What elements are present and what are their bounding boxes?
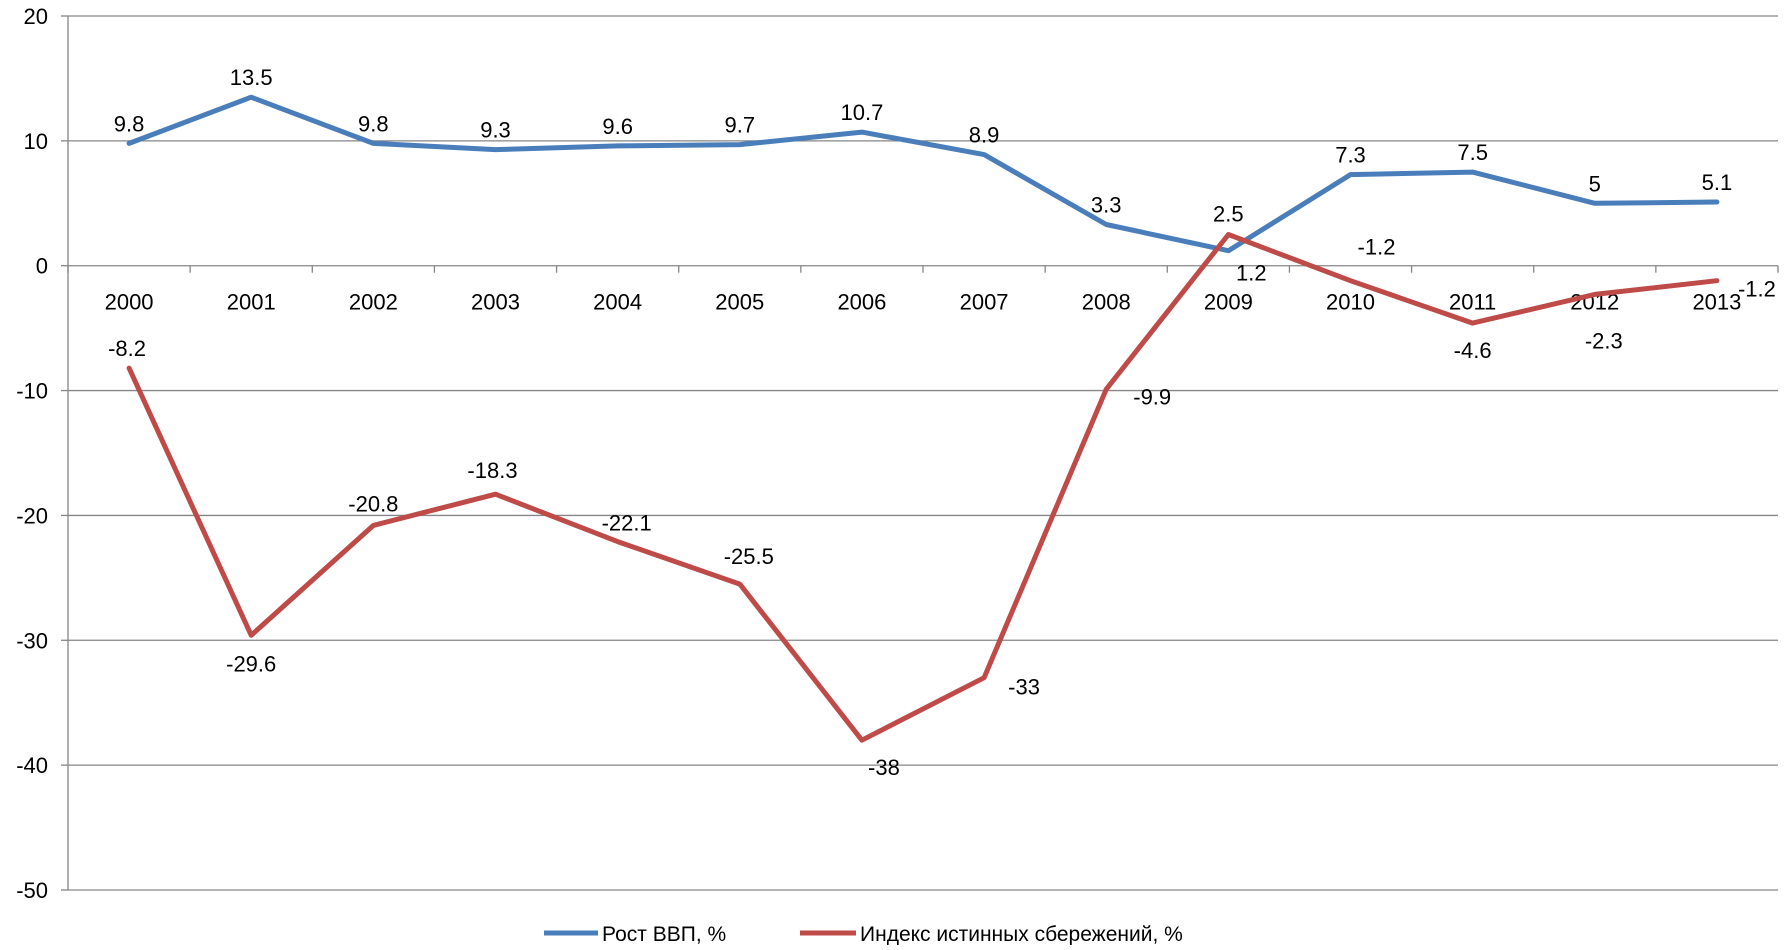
series-line-1 xyxy=(126,232,1720,743)
data-label-gdp: 7.5 xyxy=(1457,140,1488,165)
data-label-gdp: 1.2 xyxy=(1236,261,1267,286)
x-tick-label-2004: 2004 xyxy=(593,290,642,315)
data-label-savings: 2.5 xyxy=(1213,202,1244,227)
data-label-gdp: 9.8 xyxy=(114,111,145,136)
x-tick-label-2009: 2009 xyxy=(1204,290,1253,315)
x-tick-label-2002: 2002 xyxy=(349,290,398,315)
data-label-savings: -33 xyxy=(1008,675,1040,700)
gridlines xyxy=(68,15,1778,891)
legend-label: Рост ВВП, % xyxy=(602,923,726,945)
x-tick-label-2003: 2003 xyxy=(471,290,520,315)
x-tick-label-2007: 2007 xyxy=(960,290,1009,315)
data-label-savings: -1.2 xyxy=(1358,235,1396,260)
data-label-gdp: 5 xyxy=(1589,171,1601,196)
y-tick-label: -30 xyxy=(16,628,48,653)
legend: Рост ВВП, % Индекс истинных сбережений, % xyxy=(544,923,1183,946)
legend-item-0: Рост ВВП, % xyxy=(544,923,726,946)
data-label-gdp: 10.7 xyxy=(841,100,884,125)
data-labels: 9.8 13.5 9.8 9.3 9.6 9.7 10.7 8.9 3.3 1.2 7.3 7.5 5 5… xyxy=(108,65,1776,780)
data-label-gdp: 9.3 xyxy=(480,118,511,143)
y-tick-label: 0 xyxy=(36,254,48,279)
data-label-gdp: 8.9 xyxy=(969,123,1000,148)
data-label-gdp: 9.6 xyxy=(602,114,633,139)
data-label-savings: -1.2 xyxy=(1738,277,1776,302)
series-lines xyxy=(126,94,1720,743)
data-label-gdp: 9.7 xyxy=(724,113,755,138)
y-tick-label: -40 xyxy=(16,753,48,778)
y-tick-label: -20 xyxy=(16,503,48,528)
data-label-savings: -18.3 xyxy=(467,458,517,483)
x-tick-label-2005: 2005 xyxy=(715,290,764,315)
data-label-gdp: 9.8 xyxy=(358,111,389,136)
data-label-savings: -22.1 xyxy=(602,511,652,536)
x-tick-label-2001: 2001 xyxy=(227,290,276,315)
y-tick-label: 20 xyxy=(24,4,48,29)
data-label-gdp: 7.3 xyxy=(1335,143,1366,168)
data-label-savings: -20.8 xyxy=(348,491,398,516)
data-label-savings: -9.9 xyxy=(1133,384,1171,409)
legend-item-1: Индекс истинных сбережений, % xyxy=(800,923,1183,946)
y-tick-label: 10 xyxy=(24,129,48,154)
y-tick-label: -50 xyxy=(16,878,48,903)
data-label-savings: -25.5 xyxy=(724,544,774,569)
y-tick-label: -10 xyxy=(16,379,48,404)
data-label-savings: -38 xyxy=(868,755,900,780)
data-label-savings: -4.6 xyxy=(1454,338,1492,363)
x-tick-label-2000: 2000 xyxy=(105,290,154,315)
series-line-0 xyxy=(126,94,1720,254)
data-label-gdp: 3.3 xyxy=(1091,193,1122,218)
data-label-savings: -2.3 xyxy=(1585,328,1623,353)
data-label-gdp: 13.5 xyxy=(230,65,273,90)
data-label-savings: -29.6 xyxy=(226,651,276,676)
data-label-savings: -8.2 xyxy=(108,336,146,361)
data-label-gdp: 5.1 xyxy=(1702,170,1733,195)
x-tick-label-2006: 2006 xyxy=(837,290,886,315)
x-tick-label-2010: 2010 xyxy=(1326,290,1375,315)
x-tick-label-2013: 2013 xyxy=(1692,290,1741,315)
x-tick-label-2011: 2011 xyxy=(1449,290,1496,315)
legend-label: Индекс истинных сбережений, % xyxy=(860,923,1183,945)
x-tick-label-2008: 2008 xyxy=(1082,290,1131,315)
